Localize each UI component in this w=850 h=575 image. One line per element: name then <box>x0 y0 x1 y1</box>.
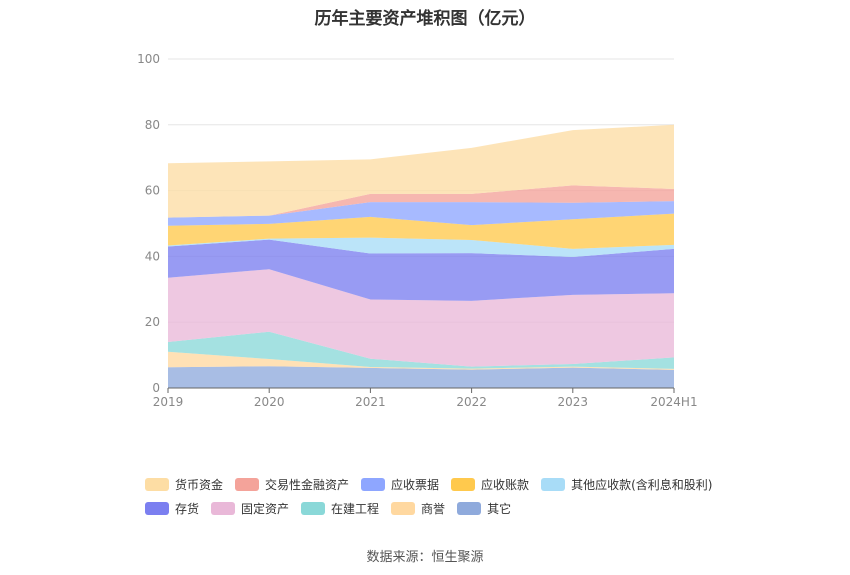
area-交易性金融资产 <box>168 185 674 218</box>
legend-item[interactable]: 其它 <box>457 500 511 517</box>
legend-swatch <box>145 501 169 515</box>
legend-item[interactable]: 存货 <box>145 500 199 517</box>
legend-label: 应收账款 <box>481 477 530 492</box>
stacked-area-chart: 0 20 40 60 80 100 2019 2020 2021 2022 2023 2024H1 <box>137 52 698 409</box>
legend: 货币资金 交易性金融资产 应收票据 应收账款 其他应收款(含利息和股利) 存货 固定资产 在建… <box>145 472 745 520</box>
legend-item[interactable]: 固定资产 <box>211 500 289 517</box>
x-tick-label: 2023 <box>558 395 589 409</box>
legend-swatch <box>235 477 260 491</box>
legend-swatch <box>301 501 326 515</box>
legend-label: 在建工程 <box>331 501 380 516</box>
legend-swatch <box>145 477 169 491</box>
area-series <box>168 124 674 388</box>
x-tick-label: 2024H1 <box>650 395 697 409</box>
y-tick-label: 40 <box>145 249 160 263</box>
legend-item[interactable]: 商誉 <box>391 500 445 517</box>
legend-label: 应收票据 <box>391 477 440 492</box>
area-商誉 <box>168 351 674 370</box>
legend-label: 存货 <box>175 501 200 516</box>
area-应收票据 <box>168 201 674 226</box>
legend-swatch <box>457 501 482 515</box>
y-tick-label: 0 <box>152 381 160 395</box>
legend-item[interactable]: 应收账款 <box>451 476 529 493</box>
legend-item[interactable]: 货币资金 <box>145 476 223 493</box>
legend-row: 存货 固定资产 在建工程 商誉 其它 <box>145 496 745 520</box>
area-在建工程 <box>168 331 674 369</box>
x-tick-label: 2021 <box>355 395 386 409</box>
area-其他应收款(含利息和股利) <box>168 237 674 258</box>
legend-label: 固定资产 <box>241 501 290 516</box>
area-应收账款 <box>168 213 674 249</box>
axes: 0 20 40 60 80 100 2019 2020 2021 2022 2023 2024H1 <box>137 52 698 409</box>
y-tick-label: 100 <box>137 52 160 66</box>
legend-item[interactable]: 其他应收款(含利息和股利) <box>541 476 712 493</box>
legend-swatch <box>211 501 236 515</box>
area-存货 <box>168 239 674 301</box>
x-tick-label: 2022 <box>456 395 487 409</box>
legend-swatch <box>451 477 476 491</box>
area-固定资产 <box>168 269 674 367</box>
legend-row: 货币资金 交易性金融资产 应收票据 应收账款 其他应收款(含利息和股利) <box>145 472 745 496</box>
area-货币资金 <box>168 124 674 218</box>
legend-item[interactable]: 在建工程 <box>301 500 379 517</box>
legend-swatch <box>541 477 566 491</box>
x-tick-label: 2019 <box>153 395 184 409</box>
legend-label: 其它 <box>487 501 512 516</box>
legend-label: 交易性金融资产 <box>265 477 350 492</box>
legend-label: 其他应收款(含利息和股利) <box>571 477 713 492</box>
legend-swatch <box>391 501 416 515</box>
y-tick-label: 20 <box>145 315 160 329</box>
y-tick-label: 80 <box>145 118 160 132</box>
legend-label: 商誉 <box>421 501 446 516</box>
legend-item[interactable]: 应收票据 <box>361 476 439 493</box>
legend-swatch <box>361 477 386 491</box>
x-tick-label: 2020 <box>254 395 285 409</box>
y-tick-label: 60 <box>145 184 160 198</box>
data-source: 数据来源：恒生聚源 <box>366 550 484 565</box>
legend-label: 货币资金 <box>175 477 224 492</box>
area-其它 <box>168 366 674 388</box>
chart-title: 历年主要资产堆积图（亿元） <box>314 9 536 29</box>
legend-item[interactable]: 交易性金融资产 <box>235 476 349 493</box>
